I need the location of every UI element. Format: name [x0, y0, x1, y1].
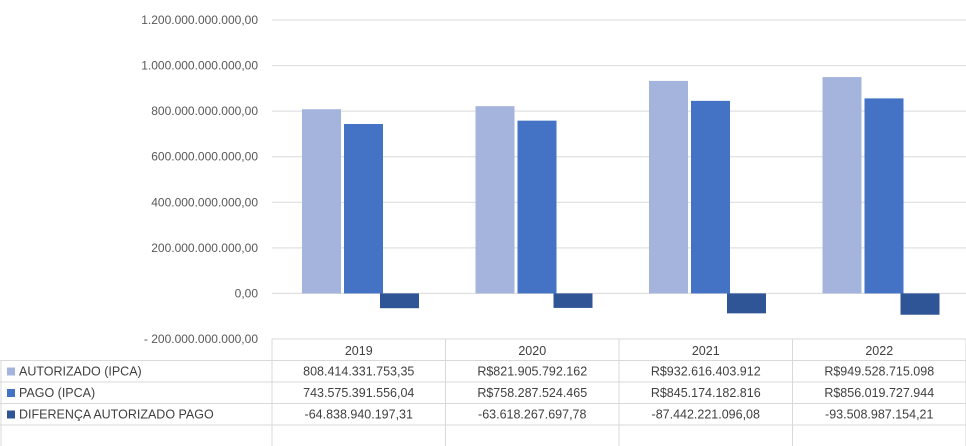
bar: [727, 293, 766, 314]
y-tick-label: 1.200.000.000.000,00: [141, 13, 258, 27]
bar: [691, 100, 730, 294]
legend-swatch: [7, 367, 15, 376]
data-label: -87.442.221.096,08: [652, 408, 760, 422]
x-tick-label: 2022: [865, 344, 893, 358]
y-axis-ticks: - 200.000.000.000,00 0,00 200.000.000.000,…: [141, 13, 258, 346]
bar: [864, 98, 904, 294]
data-label: R$856.019.727.944: [824, 386, 934, 400]
legend-swatch: [7, 410, 15, 419]
bar: [553, 293, 593, 308]
data-label: R$932.616.403.912: [651, 365, 761, 379]
data-label: R$758.287.524.465: [477, 386, 587, 400]
bar: [517, 120, 557, 294]
legend-label: PAGO (IPCA): [19, 386, 95, 400]
x-tick-label: 2020: [518, 344, 546, 358]
bars: [302, 77, 940, 315]
y-tick-label: 800.000.000.000,00: [151, 104, 258, 118]
legend-label: AUTORIZADO (IPCA): [19, 365, 142, 379]
legend-swatch: [7, 389, 15, 397]
legend-label: DIFERENÇA AUTORIZADO PAGO: [19, 408, 214, 422]
y-tick-label: 200.000.000.000,00: [151, 241, 258, 255]
data-label: R$821.905.792.162: [477, 365, 587, 379]
y-tick-label: 400.000.000.000,00: [151, 195, 258, 209]
bar: [475, 106, 515, 294]
data-label: R$845.174.182.816: [651, 386, 761, 400]
data-table: 2019 2020 2021 2022 AUTORIZADO (IPCA) 808.414…: [0, 339, 966, 446]
bar: [649, 80, 688, 294]
bar: [302, 109, 341, 294]
data-label: -93.508.987.154,21: [825, 408, 933, 422]
x-tick-label: 2019: [345, 344, 373, 358]
data-label: 743.575.391.556,04: [303, 386, 414, 400]
data-label: R$949.528.715.098: [824, 365, 934, 379]
data-label: 808.414.331.753,35: [303, 365, 414, 379]
y-tick-label: 1.000.000.000.000,00: [141, 59, 258, 73]
data-label: -63.618.267.697,78: [478, 408, 586, 422]
y-tick-label: 600.000.000.000,00: [151, 150, 258, 164]
bar: [344, 123, 383, 294]
bar: [380, 293, 419, 309]
bar: [900, 293, 940, 315]
x-tick-label: 2021: [692, 344, 720, 358]
data-label: -64.838.940.197,31: [305, 408, 413, 422]
y-tick-label: - 200.000.000.000,00: [144, 332, 258, 346]
bar: [822, 77, 862, 294]
y-tick-label: 0,00: [235, 286, 259, 300]
